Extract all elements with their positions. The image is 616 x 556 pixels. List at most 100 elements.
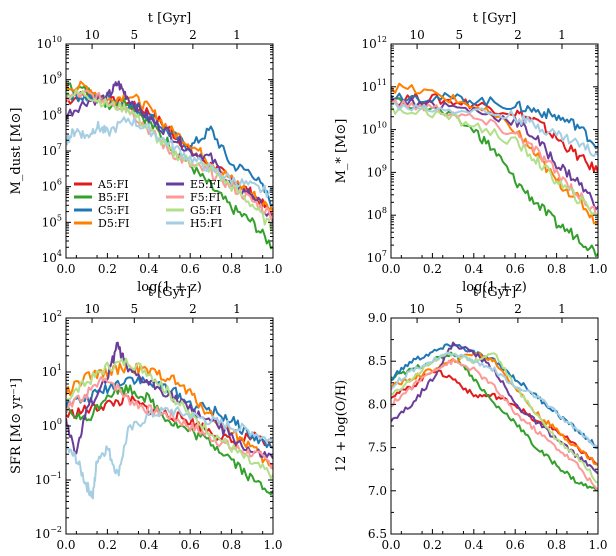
panel-mstar: 0.0 0.2 0.4 0.6 0.8 1.0 10 5 2 1 t [Gyr] log(1 + z)…	[334, 11, 608, 295]
x-tick-label: 0.8	[222, 262, 241, 276]
top-tick-label: 5	[130, 302, 138, 316]
series-line-e5-fi-sfr	[66, 341, 273, 459]
y-tick-label: 108	[367, 206, 387, 222]
legend-label: B5:FI	[98, 191, 129, 204]
series-line-c5-fi-mstar	[391, 92, 598, 150]
series-line-g5-fi-sfr	[66, 357, 273, 480]
y-axis-label: SFR [M⊙ yr⁻¹]	[9, 378, 24, 474]
x-tick-label: 0.0	[381, 538, 400, 552]
x-tick-label: 0.2	[423, 538, 442, 552]
x-tick-label: 1.0	[263, 262, 282, 276]
plot-frame	[390, 317, 599, 535]
y-tick-label: 8.0	[368, 397, 387, 411]
top-tick-label: 2	[514, 28, 522, 42]
x-tick-label: 0.0	[56, 538, 75, 552]
y-tick-label: 7.5	[368, 441, 387, 455]
y-tick-label: 101	[42, 363, 62, 379]
series-line-f5-fi-metallicity	[391, 358, 598, 492]
series-line-e5-fi-mdust	[66, 80, 273, 223]
y-axis-label: M_dust [M⊙]	[9, 108, 24, 195]
top-tick-label: 2	[189, 302, 197, 316]
x-tick-label: 0.8	[222, 538, 241, 552]
curves-mstar	[391, 82, 598, 258]
x-axis-label: log(1 + z)	[137, 280, 202, 295]
x-tick-label: 0.4	[464, 538, 483, 552]
top-tick-label: 10	[84, 302, 99, 316]
curves-mdust	[66, 80, 273, 250]
series-line-b5-fi-sfr	[66, 384, 273, 496]
top-tick-label: 2	[189, 28, 197, 42]
y-tick-label: 1010	[362, 121, 387, 137]
series-line-f5-fi-sfr	[66, 376, 273, 469]
x-tick-label: 1.0	[588, 262, 607, 276]
top-axis-label: t [Gyr]	[473, 285, 516, 300]
curves-metallicity	[391, 341, 598, 492]
y-tick-label: 105	[42, 213, 62, 229]
series-line-a5-fi-mstar	[391, 92, 598, 173]
top-tick-label: 5	[455, 302, 463, 316]
series-line-g5-fi-mstar	[391, 104, 598, 217]
top-tick-label: 5	[455, 28, 463, 42]
legend-label: F5:FI	[190, 191, 220, 204]
x-tick-label: 0.0	[381, 262, 400, 276]
series-line-h5-fi-metallicity	[391, 352, 598, 449]
series-line-h5-fi-mstar	[391, 101, 598, 158]
x-tick-label: 1.0	[263, 538, 282, 552]
series-line-g5-fi-mdust	[66, 88, 273, 232]
top-axis-label: t [Gyr]	[148, 11, 191, 26]
y-tick-label: 109	[367, 163, 387, 179]
y-tick-label: 7.0	[368, 484, 387, 498]
x-tick-label: 0.6	[506, 538, 525, 552]
series-line-g5-fi-metallicity	[391, 351, 598, 484]
x-tick-label: 0.8	[547, 262, 566, 276]
x-tick-label: 0.2	[98, 538, 117, 552]
top-tick-label: 1	[233, 28, 241, 42]
y-tick-label: 6.5	[368, 527, 387, 541]
panel-mdust: 0.0 0.2 0.4 0.6 0.8 1.0 10 5 2 1 t [Gyr] log(1 + z)…	[9, 11, 283, 295]
y-tick-label: 107	[42, 142, 62, 158]
y-axis-label: M_* [M⊙]	[334, 119, 349, 184]
x-axis-label: log(1 + z)	[462, 280, 527, 295]
y-tick-label: 108	[42, 106, 62, 122]
y-tick-label: 102	[42, 309, 62, 325]
y-tick-label: 9.0	[368, 311, 387, 325]
legend-label: C5:FI	[98, 204, 129, 217]
top-tick-label: 10	[409, 28, 424, 42]
top-tick-label: 2	[514, 302, 522, 316]
x-tick-label: 0.2	[423, 262, 442, 276]
y-tick-label: 1010	[37, 35, 62, 51]
series-line-h5-fi-mdust	[66, 116, 273, 198]
y-tick-label: 109	[42, 71, 62, 87]
top-tick-label: 5	[130, 28, 138, 42]
x-tick-label: 0.6	[506, 262, 525, 276]
curves-sfr	[66, 341, 273, 500]
legend-label: D5:FI	[98, 217, 130, 230]
x-tick-label: 0.2	[98, 262, 117, 276]
legend-label: A5:FI	[97, 178, 129, 191]
top-tick-label: 1	[558, 28, 566, 42]
x-tick-label: 0.4	[139, 262, 158, 276]
top-tick-label: 10	[409, 302, 424, 316]
series-line-d5-fi-sfr	[66, 362, 273, 470]
top-axis-label: t [Gyr]	[148, 285, 191, 300]
x-tick-label: 0.8	[547, 538, 566, 552]
y-tick-label: 10−2	[35, 525, 62, 541]
x-tick-label: 0.0	[56, 262, 75, 276]
x-tick-label: 0.4	[139, 538, 158, 552]
top-axis-label: t [Gyr]	[473, 11, 516, 26]
x-tick-label: 0.6	[181, 262, 200, 276]
y-tick-label: 104	[42, 249, 62, 265]
legend-label: G5:FI	[190, 204, 221, 217]
series-line-d5-fi-metallicity	[391, 352, 598, 466]
y-tick-label: 1012	[362, 35, 387, 51]
x-tick-label: 0.4	[464, 262, 483, 276]
y-tick-label: 100	[42, 417, 62, 433]
series-line-h5-fi-sfr	[66, 406, 273, 500]
y-tick-label: 8.5	[368, 354, 387, 368]
y-tick-label: 107	[367, 249, 387, 265]
legend-label: E5:FI	[190, 178, 221, 191]
plot-frame	[390, 43, 599, 259]
x-tick-label: 0.6	[181, 538, 200, 552]
x-tick-label: 1.0	[588, 538, 607, 552]
